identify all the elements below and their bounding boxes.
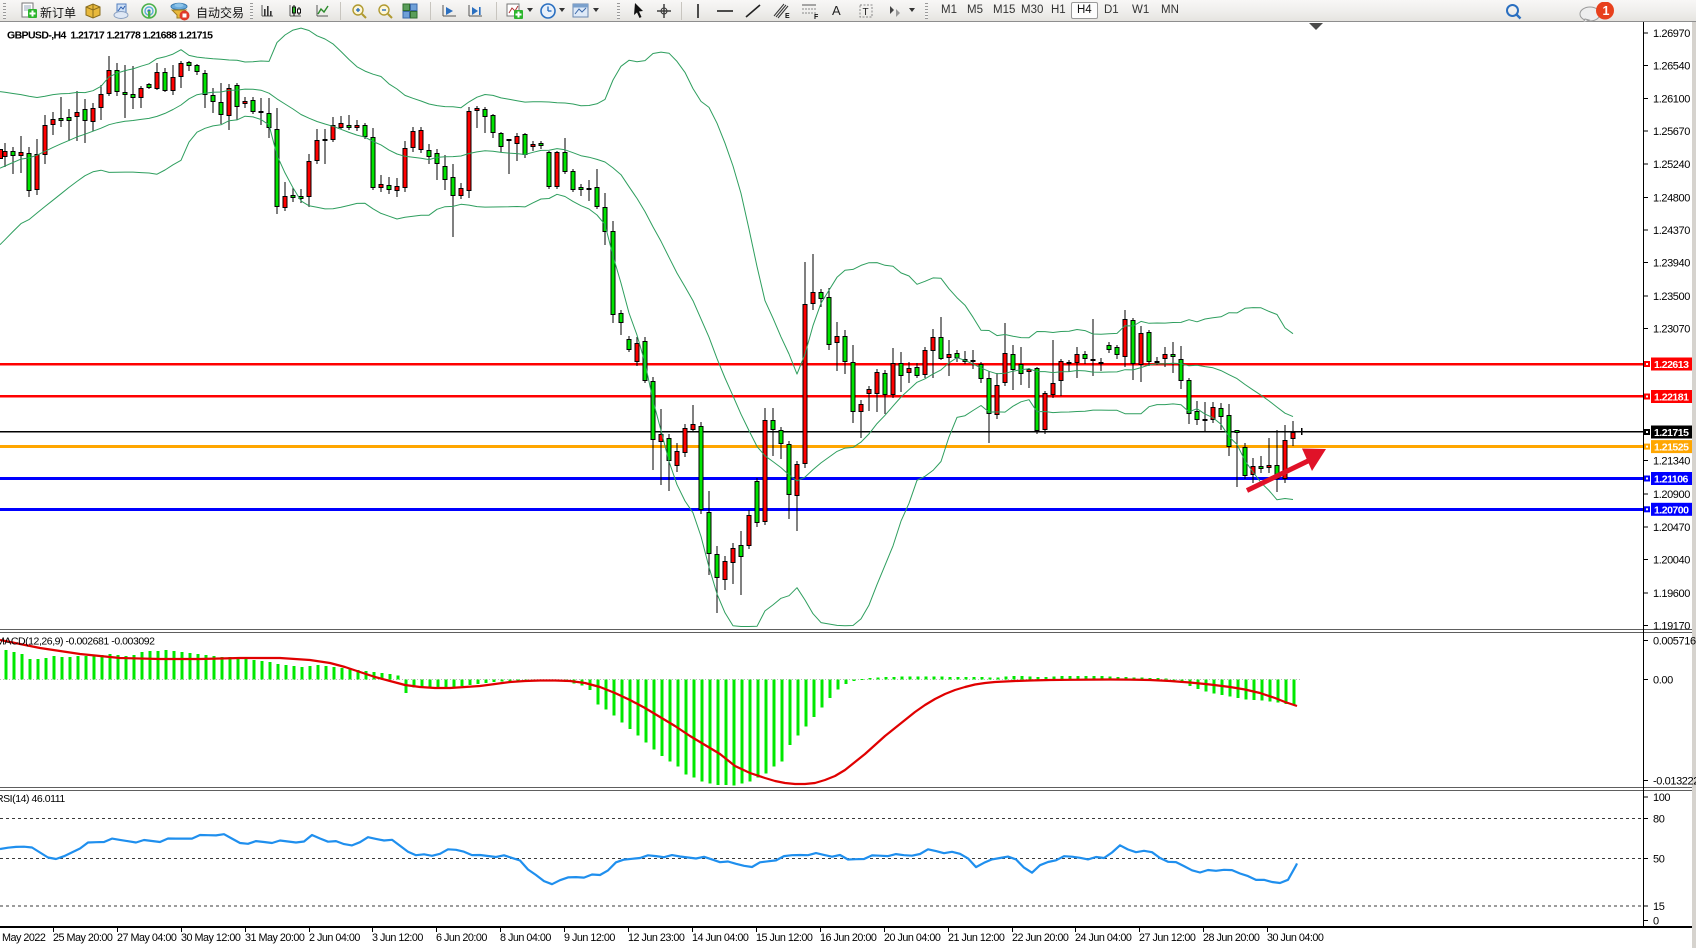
svg-text:25 May 20:00: 25 May 20:00 — [53, 932, 113, 944]
svg-text:0: 0 — [1653, 916, 1659, 928]
svg-text:1.26540: 1.26540 — [1653, 61, 1690, 73]
svg-text:31 May 20:00: 31 May 20:00 — [245, 932, 305, 944]
svg-text:1.23070: 1.23070 — [1653, 324, 1690, 336]
svg-text:1.23940: 1.23940 — [1653, 258, 1690, 270]
svg-text:8 Jun 04:00: 8 Jun 04:00 — [500, 932, 551, 944]
svg-text:6 Jun 20:00: 6 Jun 20:00 — [436, 932, 487, 944]
svg-text:1.20700: 1.20700 — [1654, 504, 1689, 516]
svg-text:1.25240: 1.25240 — [1653, 159, 1690, 171]
svg-text:1.26100: 1.26100 — [1653, 94, 1690, 106]
svg-text:1.21106: 1.21106 — [1654, 474, 1689, 486]
svg-text:27 Jun 12:00: 27 Jun 12:00 — [1139, 932, 1196, 944]
svg-text:F: F — [814, 14, 819, 20]
svg-text:0.00: 0.00 — [1653, 675, 1673, 687]
svg-text:3 Jun 12:00: 3 Jun 12:00 — [372, 932, 423, 944]
svg-text:E: E — [785, 13, 790, 20]
svg-text:1.21340: 1.21340 — [1653, 456, 1690, 468]
svg-text:12 Jun 23:00: 12 Jun 23:00 — [628, 932, 685, 944]
svg-text:1.22181: 1.22181 — [1654, 392, 1689, 404]
svg-text:1.19600: 1.19600 — [1653, 588, 1690, 600]
svg-text:1.24800: 1.24800 — [1653, 192, 1690, 204]
svg-text:50: 50 — [1653, 854, 1665, 866]
svg-text:0.005716: 0.005716 — [1653, 636, 1696, 648]
svg-text:100: 100 — [1653, 792, 1670, 804]
svg-text:1.25670: 1.25670 — [1653, 126, 1690, 138]
svg-text:14 Jun 04:00: 14 Jun 04:00 — [692, 932, 749, 944]
svg-text:1.24370: 1.24370 — [1653, 225, 1690, 237]
svg-text:30 May 12:00: 30 May 12:00 — [181, 932, 241, 944]
svg-text:21 Jun 12:00: 21 Jun 12:00 — [948, 932, 1005, 944]
svg-text:27 May 04:00: 27 May 04:00 — [117, 932, 177, 944]
svg-text:1.26970: 1.26970 — [1653, 28, 1690, 40]
svg-text:MACD(12,26,9) -0.002681 -0.003: MACD(12,26,9) -0.002681 -0.003092 — [0, 636, 155, 648]
svg-text:1: 1 — [1603, 4, 1610, 18]
svg-text:1.19170: 1.19170 — [1653, 621, 1690, 633]
svg-text:May 2022: May 2022 — [2, 932, 46, 944]
svg-text:GBPUSD-,H4 1.21717 1.21778 1.: GBPUSD-,H4 1.21717 1.21778 1.21688 1.217… — [7, 30, 213, 42]
svg-text:-0.013222: -0.013222 — [1653, 776, 1696, 788]
svg-text:1.20040: 1.20040 — [1653, 555, 1690, 567]
svg-text:1.22613: 1.22613 — [1654, 359, 1689, 371]
svg-text:80: 80 — [1653, 814, 1665, 826]
svg-text:1.21715: 1.21715 — [1654, 427, 1689, 439]
svg-text:24 Jun 04:00: 24 Jun 04:00 — [1075, 932, 1132, 944]
svg-text:1.20470: 1.20470 — [1653, 522, 1690, 534]
svg-text:16 Jun 20:00: 16 Jun 20:00 — [820, 932, 877, 944]
svg-text:22 Jun 20:00: 22 Jun 20:00 — [1012, 932, 1069, 944]
svg-text:9 Jun 12:00: 9 Jun 12:00 — [564, 932, 615, 944]
svg-text:1.23500: 1.23500 — [1653, 291, 1690, 303]
svg-text:28 Jun 20:00: 28 Jun 20:00 — [1203, 932, 1260, 944]
svg-text:15 Jun 12:00: 15 Jun 12:00 — [756, 932, 813, 944]
svg-text:RSI(14) 46.0111: RSI(14) 46.0111 — [0, 793, 65, 805]
svg-text:2 Jun 04:00: 2 Jun 04:00 — [309, 932, 360, 944]
svg-text:T: T — [863, 7, 869, 18]
svg-text:1.21525: 1.21525 — [1654, 442, 1689, 454]
svg-text:1.20900: 1.20900 — [1653, 489, 1690, 501]
svg-text:20 Jun 04:00: 20 Jun 04:00 — [884, 932, 941, 944]
svg-text:30 Jun 04:00: 30 Jun 04:00 — [1267, 932, 1324, 944]
svg-text:15: 15 — [1653, 901, 1665, 913]
